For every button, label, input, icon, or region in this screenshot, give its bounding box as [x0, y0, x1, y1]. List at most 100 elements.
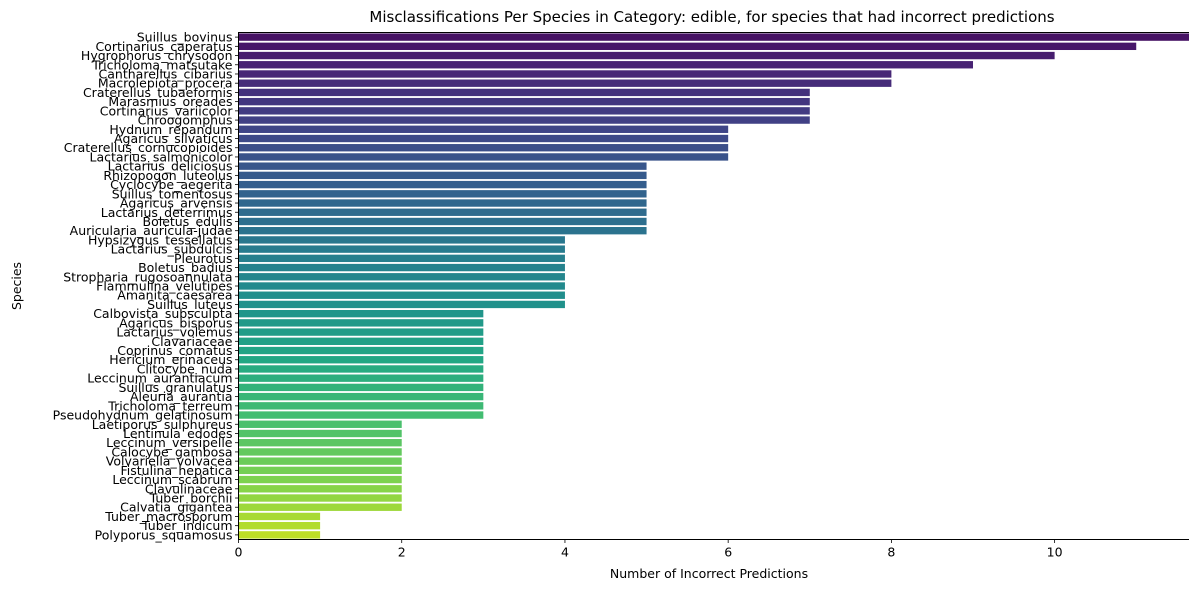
bar-tricholoma-matsutake — [238, 61, 974, 69]
bar-boletus-badius — [238, 263, 565, 272]
y-tick-label: Chroogomphus — [138, 113, 233, 128]
x-tick-label: 0 — [235, 545, 243, 560]
bars-group — [238, 33, 1189, 539]
bar-suillus-luteus — [238, 300, 565, 309]
y-tick-label: Tuber_borchii — [149, 491, 233, 506]
bar-hygrophorus-chrysodon — [238, 51, 1055, 60]
bar-tuber-macrosporum — [238, 512, 321, 521]
y-tick-label: Lactarius_volemus — [116, 325, 232, 340]
bar-macrolepiota-procera — [238, 79, 892, 87]
y-tick-label: Volvariella_volvacea — [106, 454, 233, 469]
y-tick-label: Auricularia_auricula-judae — [70, 223, 233, 238]
y-tick-label: Pseudohydnum_gelatinosum — [53, 408, 233, 423]
y-tick-label: Tricholoma_matsutake — [91, 57, 233, 72]
bar-auricularia-auricula-judae — [238, 227, 647, 235]
y-tick-label: Leccinum_versipelle — [106, 435, 233, 450]
bar-clavariaceae — [238, 337, 484, 345]
y-tick-label: Cortinarius_variicolor — [100, 103, 234, 118]
y-tick-label: Lactarius_subdulcis — [111, 242, 233, 257]
y-axis-label: Species — [9, 262, 24, 310]
y-tick-label: Cantharellus_cibarius — [99, 66, 233, 81]
y-tick-label: Cyclocybe_aegerita — [110, 177, 232, 192]
y-tick-label: Rhizopogon_luteolus — [103, 168, 232, 183]
bar-tuber-indicum — [238, 521, 321, 530]
y-tick-label: Agaricus_arvensis — [120, 196, 233, 211]
y-tick-label: Tricholoma_terreum — [107, 398, 232, 413]
x-ticks-group: 024681012 — [235, 539, 1063, 560]
plot-frame — [238, 32, 1189, 540]
bar-lentinula-edodes — [238, 429, 402, 438]
y-tick-label: Suillus_luteus — [147, 297, 232, 312]
y-tick-label: Flammulina_velutipes — [96, 279, 232, 294]
bar-volvariella-volvacea — [238, 457, 402, 465]
y-tick-label: Agaricus_bisporus — [119, 315, 232, 330]
bar-boletus-edulis — [238, 217, 647, 226]
y-tick-label: Pleurotus — [174, 251, 232, 266]
bar-hypsizygus-tessellatus — [238, 236, 565, 244]
y-tick-label: Aleuria_aurantia — [130, 389, 233, 404]
y-tick-label: Craterellus_tubaeformis — [83, 85, 233, 100]
bar-cortinarius-caperatus — [238, 42, 1137, 51]
bar-lactarius-subdulcis — [238, 245, 565, 253]
bar-pleurotus — [238, 254, 565, 263]
bar-calbovista-subsculpta — [238, 309, 484, 318]
bar-suillus-bovinus — [238, 33, 1189, 41]
bar-suillus-tomentosus — [238, 190, 647, 198]
y-tick-label: Hydnum_repandum — [109, 122, 232, 137]
bar-leccinum-aurantiacum — [238, 374, 484, 382]
bar-chroogomphus — [238, 116, 810, 124]
y-tick-label: Calbovista_subsculpta — [93, 306, 232, 321]
bar-hydnum-repandum — [238, 125, 729, 133]
bar-lactarius-volemus — [238, 328, 484, 336]
bar-stropharia-rugosoannulata — [238, 273, 565, 281]
bar-clitocybe-nuda — [238, 365, 484, 373]
bar-clavulinaceae — [238, 485, 402, 493]
bar-cortinarius-variicolor — [238, 107, 810, 115]
bar-polyporus-squamosus — [238, 531, 321, 539]
y-tick-label: Polyporus_squamosus — [95, 527, 233, 542]
x-tick-label: 8 — [887, 545, 895, 560]
y-tick-label: Tuber_macrosporum — [104, 509, 232, 524]
category-labels-group: Suillus_bovinusCortinarius_caperatusHygr… — [53, 30, 239, 542]
y-tick-label: Cortinarius_caperatus — [95, 39, 232, 54]
y-tick-label: Hericium_erinaceus — [109, 352, 232, 367]
y-tick-label: Laetiporus_sulphureus — [92, 417, 233, 432]
bar-cyclocybe-aegerita — [238, 180, 647, 189]
bar-craterellus-cornucopioides — [238, 144, 729, 152]
y-tick-label: Amanita_caesarea — [117, 288, 232, 303]
y-tick-label: Hypsizygus_tessellatus — [88, 232, 233, 247]
y-tick-label: Boletus_badius — [138, 260, 232, 275]
y-tick-label: Macrolepiota_procera — [98, 76, 233, 91]
bar-agaricus-bisporus — [238, 319, 484, 327]
y-tick-label: Suillus_tomentosus — [112, 186, 233, 201]
bar-marasmius-oreades — [238, 97, 810, 106]
y-tick-label: Lactarius_salmonicolor — [90, 149, 234, 164]
y-tick-label: Boletus_edulis — [143, 214, 233, 229]
bar-aleuria-aurantia — [238, 392, 484, 401]
x-axis-label: Number of Incorrect Predictions — [610, 566, 808, 581]
bar-leccinum-versipelle — [238, 439, 402, 447]
bar-leccinum-scabrum — [238, 475, 402, 484]
bar-tuber-borchii — [238, 494, 402, 502]
y-tick-label: Agaricus_silvaticus — [114, 131, 233, 146]
y-tick-label: Clitocybe_nuda — [137, 361, 233, 376]
bar-suillus-granulatus — [238, 383, 484, 392]
chart-title: Misclassifications Per Species in Catego… — [369, 8, 1054, 26]
bar-calvatia-gigantea — [238, 503, 402, 511]
y-tick-label: Leccinum_aurantiacum — [87, 371, 232, 386]
bar-craterellus-tubaeformis — [238, 88, 810, 97]
y-tick-label: Craterellus_cornucopioides — [64, 140, 233, 155]
y-tick-label: Leccinum_scabrum — [112, 472, 232, 487]
x-tick-label: 4 — [561, 545, 569, 560]
y-tick-label: Stropharia_rugosoannulata — [63, 269, 232, 284]
y-tick-label: Hygrophorus_chrysodon — [81, 48, 233, 63]
bar-fistulina-hepatica — [238, 466, 402, 475]
bar-agaricus-arvensis — [238, 199, 647, 207]
y-tick-label: Coprinus_comatus — [117, 343, 232, 358]
bar-cantharellus-cibarius — [238, 70, 892, 78]
x-tick-label: 6 — [724, 545, 732, 560]
y-tick-label: Suillus_bovinus — [137, 30, 233, 45]
bar-pseudohydnum-gelatinosum — [238, 411, 484, 419]
bar-lactarius-deliciosus — [238, 162, 647, 170]
